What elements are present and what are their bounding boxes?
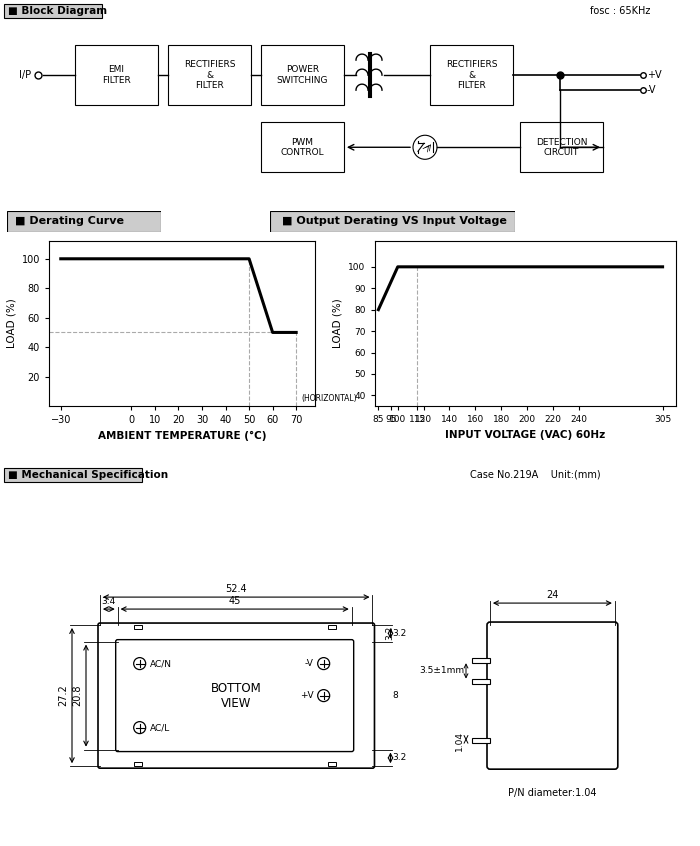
Circle shape (318, 689, 330, 701)
Text: 8: 8 (393, 691, 398, 700)
Text: 52.4: 52.4 (225, 584, 247, 594)
Text: 3.2: 3.2 (393, 629, 407, 638)
Text: RECTIFIERS
&
FILTER: RECTIFIERS & FILTER (183, 60, 235, 90)
Bar (472, 658, 490, 662)
FancyBboxPatch shape (98, 623, 374, 768)
Bar (4, 468, 142, 481)
Bar (472, 739, 490, 744)
Text: PWM
CONTROL: PWM CONTROL (281, 138, 324, 157)
Bar (134, 625, 141, 629)
Text: 24: 24 (546, 591, 559, 600)
X-axis label: INPUT VOLTAGE (VAC) 60Hz: INPUT VOLTAGE (VAC) 60Hz (445, 430, 605, 440)
Text: -V: -V (304, 659, 314, 668)
Text: 3.5±1mm: 3.5±1mm (419, 667, 464, 675)
Text: 27.2: 27.2 (58, 684, 68, 706)
Circle shape (318, 657, 330, 669)
Text: ■ Mechanical Specification: ■ Mechanical Specification (8, 470, 168, 480)
Bar (430, 45, 513, 105)
Text: POWER
SWITCHING: POWER SWITCHING (276, 65, 328, 85)
Text: 3.4: 3.4 (102, 597, 116, 606)
Text: 1.04: 1.04 (455, 731, 464, 750)
Circle shape (134, 722, 146, 733)
Text: (HORIZONTAL): (HORIZONTAL) (301, 394, 356, 404)
Bar (328, 625, 336, 629)
Bar (472, 679, 490, 684)
Text: 3.2: 3.2 (386, 626, 395, 640)
Y-axis label: LOAD (%): LOAD (%) (6, 299, 16, 349)
Text: RECTIFIERS
&
FILTER: RECTIFIERS & FILTER (446, 60, 497, 90)
Text: P/N diameter:1.04: P/N diameter:1.04 (508, 788, 596, 798)
Bar (4, 4, 102, 18)
Text: ■ Output Derating VS Input Voltage: ■ Output Derating VS Input Voltage (281, 217, 507, 226)
Text: EMI
FILTER: EMI FILTER (102, 65, 131, 85)
Y-axis label: LOAD (%): LOAD (%) (332, 299, 343, 349)
Bar (168, 45, 251, 105)
Bar (520, 122, 603, 173)
Text: AC/L: AC/L (150, 723, 170, 732)
Text: 20.8: 20.8 (72, 685, 82, 706)
Text: DETECTION
CIRCUIT: DETECTION CIRCUIT (536, 138, 587, 157)
Bar (75, 45, 158, 105)
Text: AC/N: AC/N (150, 659, 171, 668)
Text: 3.2: 3.2 (393, 754, 407, 762)
Text: I/P: I/P (19, 70, 31, 80)
Text: Case No.219A    Unit:(mm): Case No.219A Unit:(mm) (470, 470, 601, 480)
Bar (261, 45, 344, 105)
FancyBboxPatch shape (116, 640, 354, 751)
Circle shape (134, 657, 146, 669)
Text: -V: -V (647, 85, 657, 95)
Text: ■ Block Diagram: ■ Block Diagram (8, 6, 107, 16)
Bar (134, 762, 141, 766)
Circle shape (413, 135, 437, 159)
Text: BOTTOM
VIEW: BOTTOM VIEW (211, 682, 262, 710)
Text: +V: +V (647, 70, 662, 80)
FancyBboxPatch shape (487, 622, 618, 769)
Text: ■ Derating Curve: ■ Derating Curve (15, 217, 124, 226)
Text: 45: 45 (228, 596, 241, 606)
Text: fosc : 65KHz: fosc : 65KHz (590, 6, 650, 16)
Bar (328, 762, 336, 766)
Text: +V: +V (300, 691, 314, 700)
Bar (261, 122, 344, 173)
X-axis label: AMBIENT TEMPERATURE (°C): AMBIENT TEMPERATURE (°C) (98, 431, 266, 441)
